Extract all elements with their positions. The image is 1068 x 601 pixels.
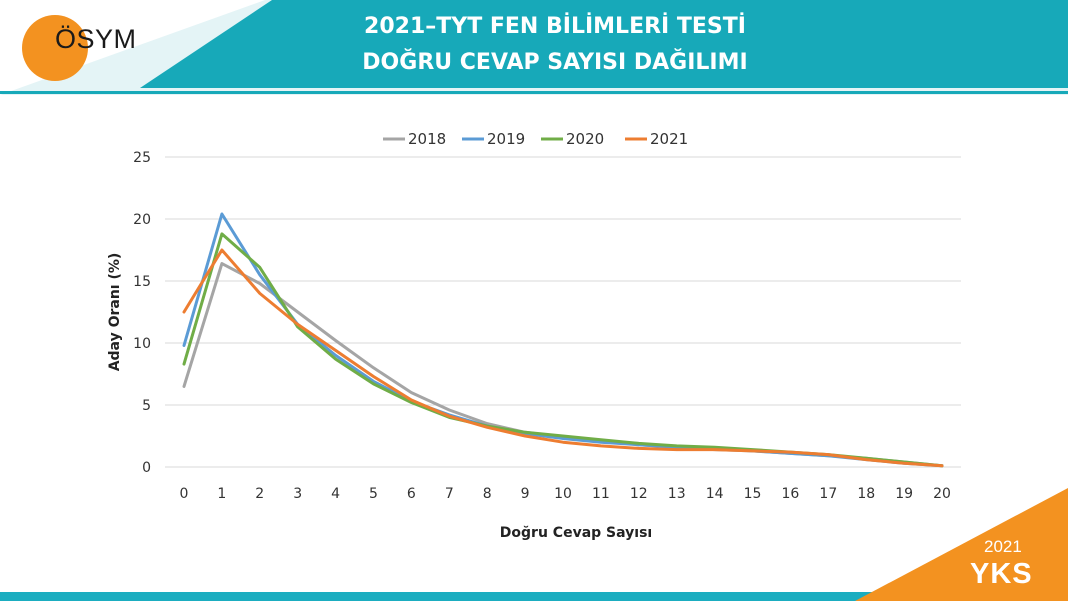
legend-label-2018: 2018 [408,130,446,148]
x-tick-label: 1 [217,486,226,502]
x-tick-label: 0 [179,486,188,502]
legend-label-2020: 2020 [566,130,604,148]
y-tick-label: 10 [133,336,151,352]
x-tick-label: 19 [895,486,913,502]
x-tick-label: 16 [782,486,800,502]
x-tick-label: 10 [554,486,572,502]
y-axis-ticks: 0 5 10 15 20 25 [133,150,151,476]
x-tick-label: 13 [668,486,686,502]
grid-lines [165,156,961,468]
x-tick-label: 3 [293,486,302,502]
y-tick-label: 15 [133,274,151,290]
x-tick-label: 14 [706,486,724,502]
x-tick-label: 6 [407,486,416,502]
x-tick-label: 17 [819,486,837,502]
logo-orange-disc [22,15,88,81]
page-title-line1: 2021–TYT FEN BİLİMLERİ TESTİ [364,14,746,39]
osym-logo-text: ÖSYM [55,24,137,54]
footer-teal-bar [0,592,1068,601]
series-lines [182,212,944,468]
x-tick-label: 2 [255,486,264,502]
y-tick-label: 0 [142,460,151,476]
series-line-2021 [182,248,944,468]
x-tick-label: 12 [630,486,648,502]
y-tick-label: 25 [133,150,151,166]
badge-year: 2021 [984,537,1022,556]
x-tick-label: 8 [483,486,492,502]
badge-label: YKS [970,558,1033,590]
legend-label-2021: 2021 [650,130,688,148]
x-tick-label: 18 [857,486,875,502]
legend-label-2019: 2019 [487,130,525,148]
legend: 2018 2019 2020 2021 [383,130,688,148]
x-axis-title: Doğru Cevap Sayısı [500,525,652,541]
y-tick-label: 20 [133,212,151,228]
corner-orange-badge [855,488,1068,601]
header-teal-band [140,0,1068,88]
x-tick-label: 20 [933,486,951,502]
x-axis-ticks: 0 1 2 3 4 5 6 7 8 9 10 11 12 13 14 15 16 17 18 19 20 [179,486,950,502]
x-tick-label: 4 [331,486,340,502]
y-tick-label: 5 [142,398,151,414]
x-tick-label: 15 [744,486,762,502]
page-title-line2: DOĞRU CEVAP SAYISI DAĞILIMI [362,50,748,75]
series-line-2020 [182,232,944,468]
x-tick-label: 7 [445,486,454,502]
x-tick-label: 11 [592,486,610,502]
y-axis-title: Aday Oranı (%) [107,253,123,372]
series-line-2019 [182,212,944,468]
x-tick-label: 5 [369,486,378,502]
x-tick-label: 9 [521,486,530,502]
header-underline [0,91,1068,94]
